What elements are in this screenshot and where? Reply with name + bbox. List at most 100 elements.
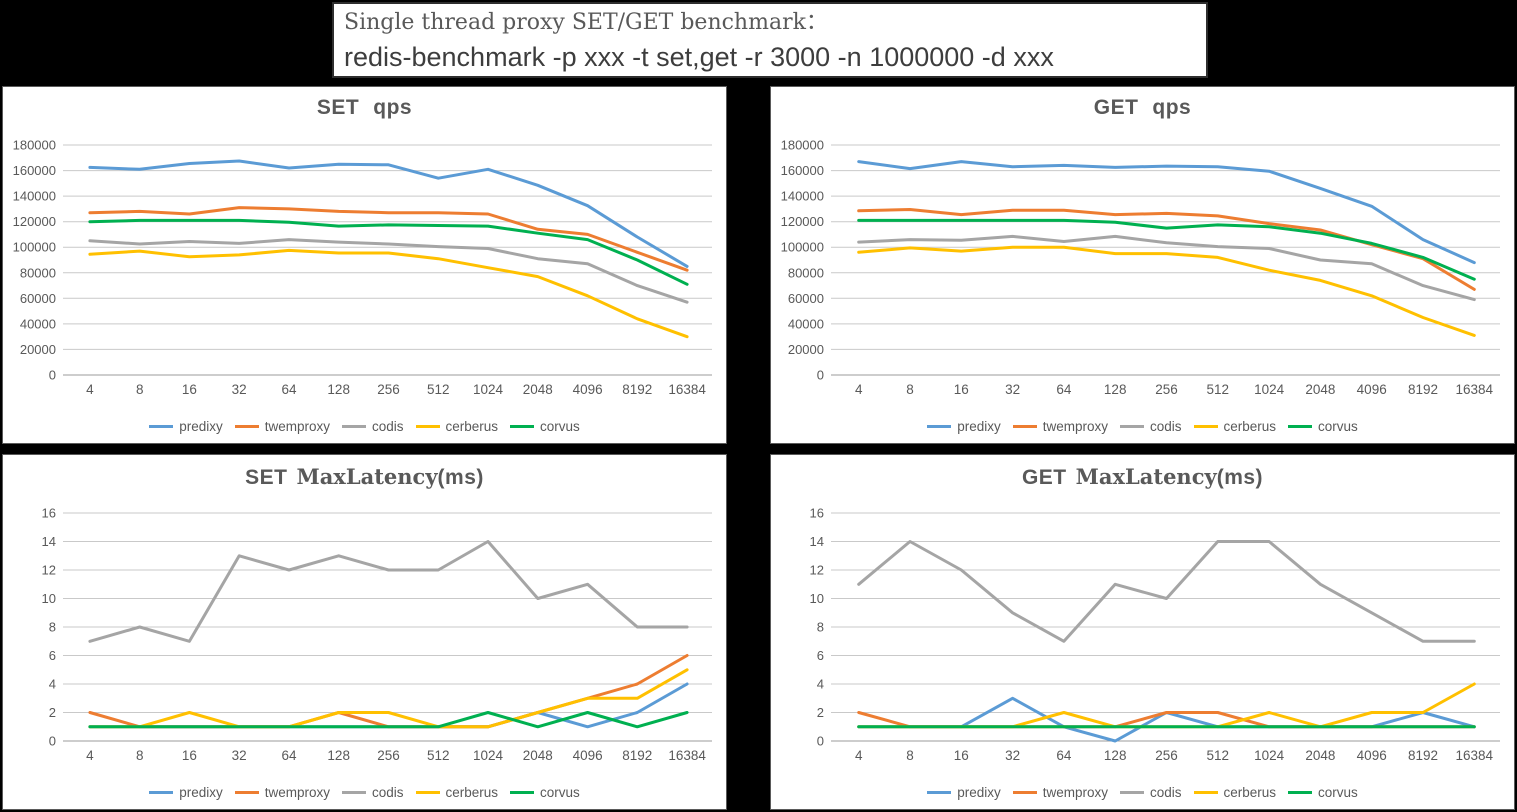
svg-text:32: 32	[232, 382, 247, 397]
legend-swatch-predixy	[927, 791, 952, 794]
legend-swatch-twemproxy	[1012, 791, 1037, 794]
svg-text:512: 512	[427, 748, 450, 763]
svg-text:16384: 16384	[1456, 748, 1494, 763]
legend-label-twemproxy: twemproxy	[264, 419, 330, 434]
legend-swatch-twemproxy	[234, 791, 259, 794]
legend-label-predixy: predixy	[957, 419, 1001, 434]
svg-text:0: 0	[817, 368, 824, 383]
legend-label-cerberus: cerberus	[445, 785, 499, 800]
svg-text:2: 2	[817, 705, 824, 720]
svg-text:160000: 160000	[13, 163, 56, 178]
legend-swatch-corvus	[1288, 425, 1313, 428]
svg-text:64: 64	[281, 748, 297, 763]
svg-text:64: 64	[1056, 382, 1072, 397]
figure-title-box: Single thread proxy SET/GET benchmark： r…	[332, 2, 1208, 78]
svg-text:16: 16	[42, 506, 56, 521]
svg-text:4: 4	[817, 677, 824, 692]
svg-text:6: 6	[49, 648, 56, 663]
svg-text:120000: 120000	[13, 214, 56, 229]
chart-plot-area: 0 20000 40000 60000 80000 100000 120000 140000 1…	[3, 87, 726, 443]
series-line-cerberus	[88, 248, 689, 339]
svg-text:16384: 16384	[668, 748, 706, 763]
legend-label-predixy: predixy	[179, 419, 223, 434]
svg-text:16: 16	[182, 382, 197, 397]
svg-text:8: 8	[906, 382, 914, 397]
series-line-predixy	[88, 159, 689, 268]
chart-panel-get-qps: GET qps 0 20000 40000 60000 80000 100000 120000…	[770, 86, 1515, 444]
legend-item-twemproxy: twemproxy	[1012, 785, 1108, 800]
legend-item-codis: codis	[341, 419, 404, 434]
svg-text:80000: 80000	[788, 265, 824, 280]
legend-item-cerberus: cerberus	[1193, 419, 1276, 434]
svg-text:14: 14	[810, 534, 824, 549]
chart-title-suffix: (ms)	[437, 466, 484, 489]
chart-title-prefix: GET	[1093, 96, 1139, 119]
legend-swatch-codis	[341, 791, 366, 794]
y-tick-labels: 0 20000 40000 60000 80000 100000 120000 140000 1…	[781, 138, 824, 383]
legend-label-predixy: predixy	[179, 785, 223, 800]
legend-item-twemproxy: twemproxy	[234, 785, 330, 800]
chart-legend: predixy twemproxy codis cerberus corvus	[771, 785, 1514, 800]
legend-label-codis: codis	[371, 785, 404, 800]
svg-text:2048: 2048	[1305, 382, 1335, 397]
legend-label-twemproxy: twemproxy	[1042, 419, 1108, 434]
svg-text:180000: 180000	[781, 138, 824, 153]
svg-text:8: 8	[817, 620, 824, 635]
svg-text:100000: 100000	[781, 240, 824, 255]
svg-text:16: 16	[954, 748, 969, 763]
svg-text:64: 64	[1056, 748, 1072, 763]
legend-label-corvus: corvus	[1318, 785, 1358, 800]
svg-text:4096: 4096	[573, 748, 603, 763]
legend-swatch-cerberus	[1193, 425, 1218, 428]
svg-text:20000: 20000	[20, 342, 56, 357]
series-line-cerberus	[857, 245, 1476, 337]
svg-text:16: 16	[182, 748, 197, 763]
svg-text:8: 8	[136, 382, 144, 397]
svg-text:4: 4	[86, 382, 94, 397]
chart-title-suffix: qps	[1152, 96, 1192, 119]
svg-text:4096: 4096	[573, 382, 603, 397]
chart-panel-get-maxlatency: GET MaxLatency(ms) 0 2 4 6 8 10 12 14 16 4 8 16 32 64 1…	[770, 454, 1515, 810]
legend-item-corvus: corvus	[510, 785, 580, 800]
chart-title-prefix: GET	[1021, 466, 1067, 489]
legend-item-codis: codis	[1119, 419, 1182, 434]
svg-text:160000: 160000	[781, 163, 824, 178]
legend-item-predixy: predixy	[927, 419, 1001, 434]
chart-panel-set-maxlatency: SET MaxLatency(ms) 0 2 4 6 8 10 12 14 16 4 8 16 32 64 1…	[2, 454, 727, 810]
svg-text:64: 64	[281, 382, 297, 397]
chart-svg-get-qps: 0 20000 40000 60000 80000 100000 120000 140000 1…	[781, 138, 1500, 397]
legend-item-twemproxy: twemproxy	[234, 419, 330, 434]
svg-text:10: 10	[42, 591, 56, 606]
legend-item-corvus: corvus	[510, 419, 580, 434]
svg-text:256: 256	[377, 382, 400, 397]
svg-text:4096: 4096	[1357, 382, 1387, 397]
legend-label-cerberus: cerberus	[445, 419, 499, 434]
figure-title: Single thread proxy SET/GET benchmark：	[344, 10, 828, 35]
series-line-predixy	[88, 682, 689, 729]
series-line-twemproxy	[88, 206, 689, 272]
svg-text:512: 512	[1207, 382, 1230, 397]
chart-title-mid: MaxLatency	[296, 464, 438, 489]
legend-swatch-cerberus	[415, 791, 440, 794]
legend-item-twemproxy: twemproxy	[1012, 419, 1108, 434]
svg-text:2: 2	[49, 705, 56, 720]
legend-label-predixy: predixy	[957, 785, 1001, 800]
svg-text:2048: 2048	[523, 382, 553, 397]
y-gridlines	[63, 144, 712, 376]
legend-label-corvus: corvus	[1318, 419, 1358, 434]
y-gridlines	[63, 512, 712, 742]
svg-text:128: 128	[327, 382, 350, 397]
x-tick-labels: 4 8 16 32 64 128 256 512 1024 2048 4096 8192 16384	[86, 748, 706, 763]
legend-swatch-predixy	[149, 791, 174, 794]
svg-text:8192: 8192	[1408, 382, 1438, 397]
svg-text:1024: 1024	[473, 382, 504, 397]
chart-svg-set-maxlatency: 0 2 4 6 8 10 12 14 16 4 8 16 32 64 128 256 512 1024 2048 40…	[42, 506, 712, 763]
svg-text:12: 12	[42, 563, 56, 578]
svg-text:256: 256	[377, 748, 400, 763]
svg-text:0: 0	[49, 368, 56, 383]
chart-plot-area: 0 2 4 6 8 10 12 14 16 4 8 16 32 64 128 256 512 1024 2048 40…	[771, 455, 1514, 809]
y-tick-labels: 0 20000 40000 60000 80000 100000 120000 140000 1…	[13, 138, 56, 383]
series-line-predixy	[857, 160, 1476, 265]
legend-item-predixy: predixy	[149, 419, 223, 434]
